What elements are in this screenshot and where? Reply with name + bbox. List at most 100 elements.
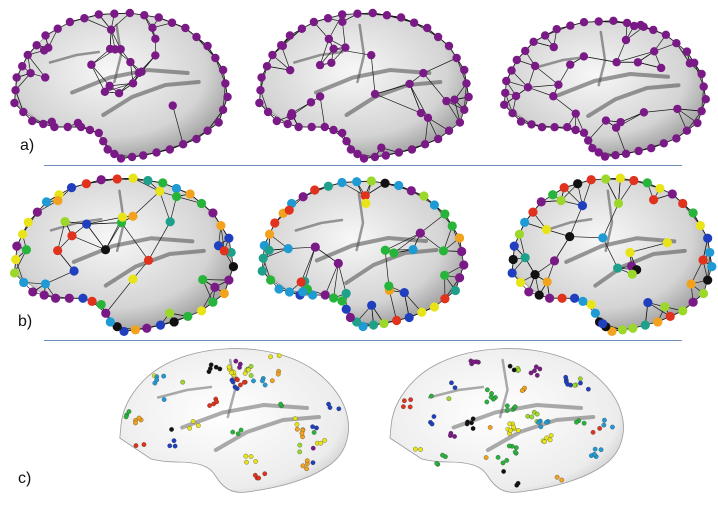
electrode-point [249, 373, 253, 377]
electrode-point [277, 353, 281, 357]
electrode-node [591, 309, 600, 318]
electrode-node [417, 308, 426, 317]
electrode-node [220, 289, 229, 298]
electrode-point [256, 476, 260, 480]
electrode-node [183, 312, 192, 321]
electrode-node [655, 184, 664, 193]
electrode-point [270, 379, 274, 383]
electrode-node [110, 10, 118, 18]
electrode-node [640, 108, 648, 116]
electrode-point [310, 425, 314, 429]
electrode-point [471, 426, 475, 430]
electrode-node [214, 118, 222, 126]
electrode-point [471, 417, 475, 421]
electrode-node [668, 189, 677, 198]
electrode-node [381, 246, 390, 255]
electrode-node [53, 246, 62, 255]
electrode-point [485, 388, 489, 392]
electrode-node [660, 139, 668, 147]
electrode-point [301, 464, 305, 468]
electrode-node [18, 62, 26, 70]
electrode-node [334, 259, 343, 268]
electrode-node [613, 264, 622, 273]
electrode-node [367, 301, 376, 310]
electrode-node [192, 135, 200, 143]
electrode-node [405, 313, 414, 322]
electrode-node [440, 209, 449, 218]
electrode-node [170, 317, 179, 326]
electrode-point [568, 383, 572, 387]
electrode-point [263, 472, 267, 476]
electrode-node [588, 144, 596, 152]
electrode-point [610, 425, 614, 429]
electrode-point [572, 383, 576, 387]
electrode-node [137, 68, 145, 76]
electrode-point [311, 446, 315, 450]
electrode-node [54, 25, 62, 33]
electrode-node [97, 300, 106, 309]
electrode-node [311, 242, 320, 251]
electrode-node [430, 302, 439, 311]
electrode-node [460, 66, 468, 74]
electrode-node [408, 145, 416, 153]
electrode-node [352, 177, 361, 186]
electrode-node [529, 38, 537, 46]
electrode-node [408, 245, 417, 254]
electrode-node [609, 17, 617, 25]
electrode-point [173, 444, 177, 448]
electrode-point [597, 426, 601, 430]
electrode-point [180, 380, 184, 384]
electrode-node [662, 31, 670, 39]
electrode-node [508, 268, 517, 277]
electrode-node [166, 217, 175, 226]
electrode-node [601, 174, 610, 183]
electrode-node [500, 101, 508, 109]
electrode-point [142, 442, 146, 446]
divider-b-c [44, 340, 682, 341]
electrode-node [507, 66, 515, 74]
electrode-point [133, 421, 137, 425]
electrode-node [101, 88, 109, 96]
electrode-node [392, 316, 401, 325]
electrode-point [278, 402, 282, 406]
electrode-node [24, 218, 33, 227]
electrode-point [453, 385, 457, 389]
electrode-node [321, 123, 329, 131]
electrode-node [284, 244, 293, 253]
electrode-node [455, 233, 464, 242]
electrode-node [67, 231, 76, 240]
electrode-node [32, 41, 40, 49]
electrode-node [11, 86, 19, 94]
electrode-node [197, 199, 206, 208]
electrode-point [260, 379, 264, 383]
electrode-point [578, 381, 582, 385]
electrode-node [324, 182, 333, 191]
electrode-point [127, 409, 131, 413]
electrode-node [329, 293, 338, 302]
electrode-node [367, 51, 375, 59]
electrode-point [535, 373, 539, 377]
electrode-point [512, 368, 516, 372]
electrode-node [571, 126, 579, 134]
electrode-point [408, 397, 412, 401]
electrode-node [580, 52, 588, 60]
electrode-point [238, 383, 242, 387]
electrode-point [297, 450, 301, 454]
electrode-point [586, 387, 590, 391]
electrode-node [224, 234, 233, 243]
electrode-point [246, 368, 250, 372]
electrode-point [515, 483, 519, 487]
electrode-node [211, 54, 219, 62]
panel-label-c: c) [18, 470, 31, 488]
electrode-point [507, 444, 511, 448]
electrode-node [156, 321, 165, 330]
electrode-node [666, 312, 675, 321]
electrode-node [128, 274, 137, 283]
electrode-point [448, 433, 452, 437]
electrode-node [434, 33, 442, 41]
electrode-node [338, 10, 346, 18]
electrode-node [678, 306, 687, 315]
electrode-node [419, 191, 428, 200]
electrode-node [557, 294, 566, 303]
